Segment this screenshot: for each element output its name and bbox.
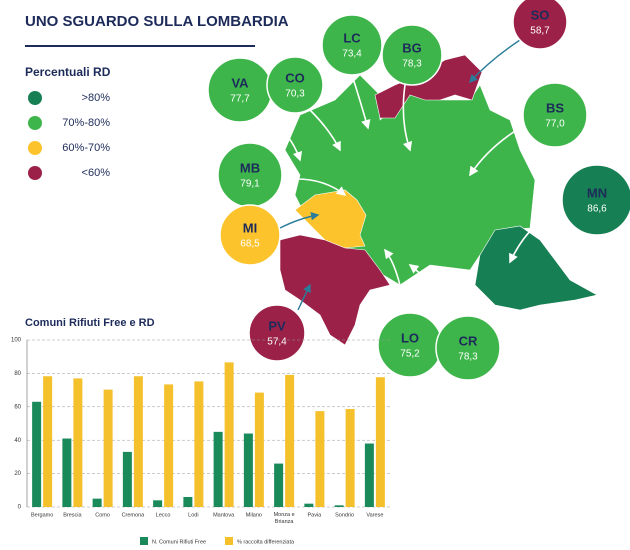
bar [224,362,234,507]
region-mn [474,225,598,311]
badge-code: CO [285,70,305,85]
bar [345,408,355,507]
badge-code: MI [243,220,257,235]
y-tick-label: 80 [14,371,21,377]
badge-code: BG [402,40,422,55]
badge-code: PV [268,318,286,333]
bar [32,401,42,507]
bar [122,451,132,507]
badge [512,0,568,50]
legend-label: 60%-70% [62,142,110,154]
legend-swatch [28,116,42,130]
legend-swatch [140,537,148,545]
badge [219,204,281,266]
badge-value: 86,6 [587,204,607,215]
x-tick-label: Brescia [63,512,82,518]
arrows [261,39,563,319]
legend-label: <60% [82,167,111,179]
badge-value: 77,7 [230,94,250,105]
badge-value: 77,0 [545,119,565,130]
badge-value: 57,4 [267,337,287,348]
badge-code: BS [546,100,564,115]
badge-value: 70,3 [285,89,305,100]
page-title: UNO SGUARDO SULLA LOMBARDIA [25,13,289,30]
bar [213,431,223,507]
bar [62,438,72,507]
bar [304,503,314,507]
x-tick-label: Varese [366,512,383,518]
badge [561,164,630,236]
legend-swatch [28,141,42,155]
badge-code: MN [587,185,607,200]
x-tick-label: Sondrio [335,512,354,518]
y-tick-label: 20 [14,471,21,477]
x-tick-label: Lecco [156,512,171,518]
y-tick-label: 60 [14,404,21,410]
badge [522,82,588,148]
region-mi [294,189,367,249]
badge-value: 78,3 [402,59,422,70]
badge-code: SO [531,7,550,22]
x-tick-label: Como [95,512,110,518]
badge [266,56,324,114]
bar-chart: 0 20 40 60 80 100 Bergamo Brescia Como Cremona Lec… [11,338,390,545]
x-tick-label: Lodi [188,512,198,518]
bar [375,377,385,507]
badge-value: 73,4 [342,49,362,60]
bar [315,411,325,507]
badge [435,315,501,381]
legend: >80% 70%-80% 60%-70% <60% [28,91,110,180]
bar [254,392,264,507]
badge-value: 68,5 [240,239,260,250]
region-pv [279,234,391,346]
badge-value: 78,3 [458,352,478,363]
legend-label: 70%-80% [62,117,110,129]
bar [133,376,143,507]
bar [194,381,204,507]
legend-swatch [225,537,233,545]
bar [164,384,174,507]
legend-swatch [28,166,42,180]
legend-label: N. Comuni Rifiuti Free [152,539,206,545]
badge [248,304,306,362]
badge-code: MB [240,160,260,175]
badge-value: 58,7 [530,26,550,37]
bar [103,389,113,507]
y-tick-label: 40 [14,438,21,444]
province-badges: LC 73,4 BG 78,3 SO 58,7 VA 77,7 CO 70,3 BS 77,0 MB 79… [207,0,630,381]
bar [334,505,344,507]
legend-label: % raccolta differenziata [237,539,295,545]
x-tick-label: Cremona [122,512,146,518]
legend-swatch [28,91,42,105]
chart-title: Comuni Rifiuti Free e RD [25,317,155,329]
bar [364,443,374,507]
badge-code: LO [401,330,419,345]
badge-code: VA [231,75,249,90]
badge-value: 79,1 [240,179,260,190]
x-tick-label: Monza e Brianza [274,512,295,525]
bar [153,500,163,507]
x-tick-label: Bergamo [31,512,53,518]
badge-code: LC [343,30,361,45]
badge [321,14,383,76]
bar [92,498,102,507]
badge [381,24,443,86]
bar [73,378,83,507]
x-tick-label: Pavia [307,512,322,518]
badge-value: 75,2 [400,349,420,360]
badge-code: CR [459,333,478,348]
bar [243,433,253,507]
y-tick-label: 100 [11,338,22,344]
bar [43,376,53,507]
x-tick-label: Mantova [213,512,235,518]
x-tick-label: Milano [246,512,262,518]
bar [183,496,193,507]
bar [274,463,284,507]
map [279,54,598,346]
bar [285,374,295,507]
legend-label: >80% [82,92,111,104]
legend-title: Percentuali RD [25,65,111,79]
y-tick-label: 0 [18,505,22,511]
